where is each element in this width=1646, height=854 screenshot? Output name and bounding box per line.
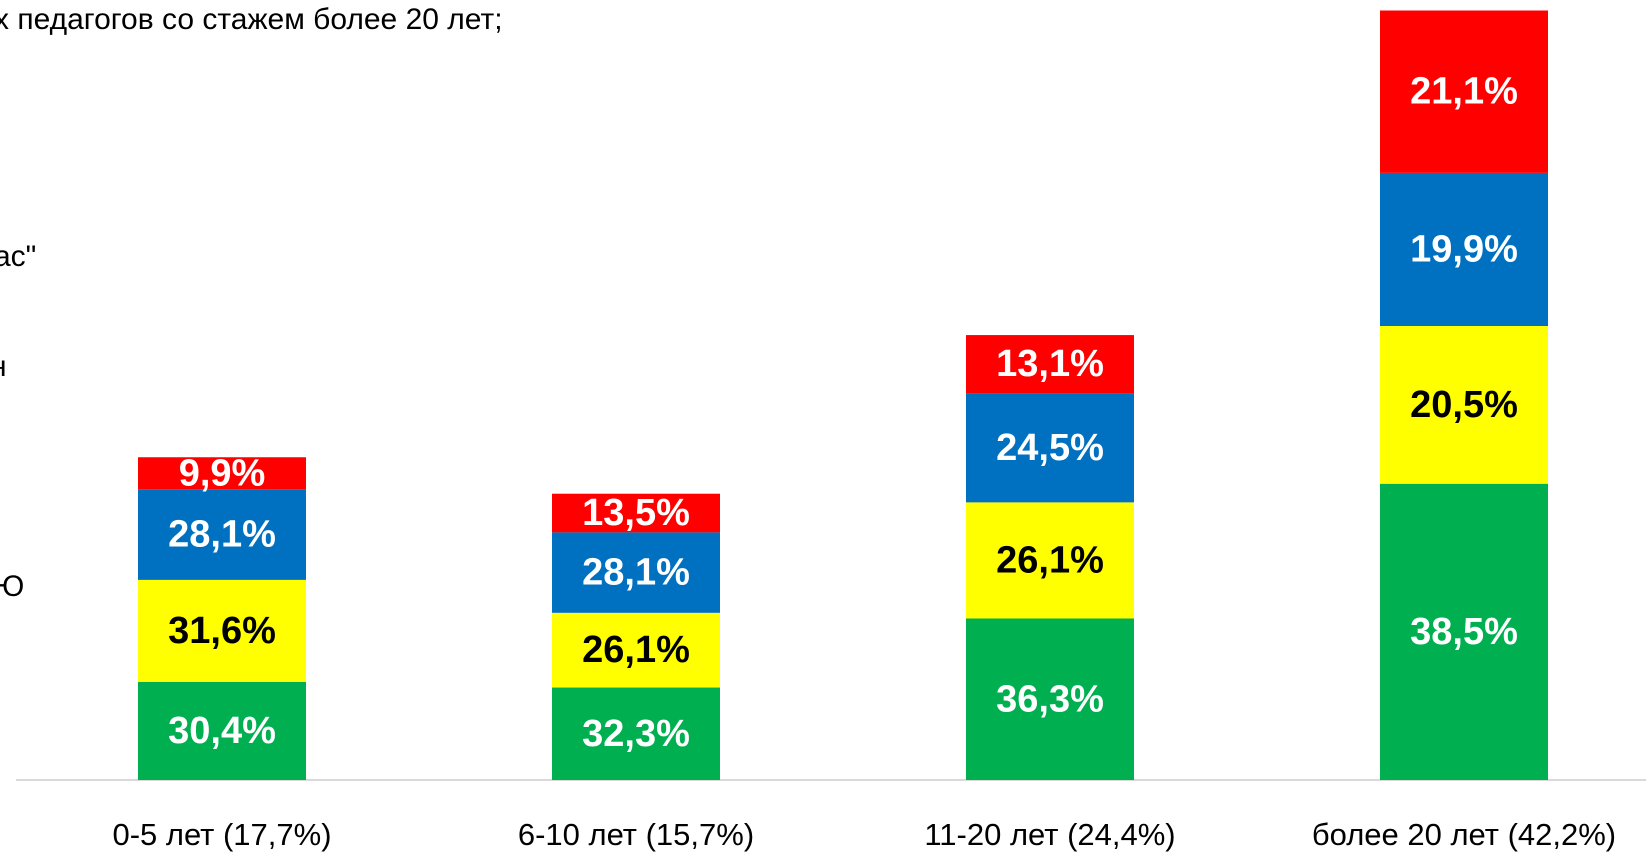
bar-segment xyxy=(1380,483,1548,780)
legend-fragment: Ю xyxy=(0,570,24,603)
bar-segment xyxy=(966,393,1134,503)
bar-segment xyxy=(966,335,1134,394)
bar-segment xyxy=(138,579,306,682)
bar-segment xyxy=(966,502,1134,619)
value-label: 26,1% xyxy=(996,539,1104,581)
value-label: 19,9% xyxy=(1410,228,1518,270)
bar-segment xyxy=(552,612,720,688)
x-tick-label: 6-10 лет (15,7%) xyxy=(518,817,754,852)
bar-segment xyxy=(1380,325,1548,484)
legend-fragment: х педагогов со стажем более 20 лет; xyxy=(0,3,503,36)
bar-segment xyxy=(1380,10,1548,173)
bar-segment xyxy=(138,457,306,490)
value-label: 24,5% xyxy=(996,427,1104,469)
bar-segment xyxy=(552,493,720,533)
value-label: 30,4% xyxy=(168,710,276,752)
value-label: 28,1% xyxy=(582,552,690,594)
value-label: 21,1% xyxy=(1410,71,1518,113)
bar-segment xyxy=(966,618,1134,780)
legend-fragment: ас" xyxy=(0,240,36,273)
value-label: 31,6% xyxy=(168,610,276,652)
value-label: 36,3% xyxy=(996,678,1104,720)
value-label: 20,5% xyxy=(1410,384,1518,426)
value-label: 26,1% xyxy=(582,629,690,671)
value-label: 32,3% xyxy=(582,713,690,755)
value-label: 38,5% xyxy=(1410,611,1518,653)
value-label: 13,1% xyxy=(996,343,1104,385)
bar-segment xyxy=(1380,172,1548,326)
bar-segment xyxy=(552,687,720,780)
bar-segment xyxy=(552,532,720,613)
value-label: 28,1% xyxy=(168,514,276,556)
x-tick-label: более 20 лет (42,2%) xyxy=(1312,817,1616,852)
value-label: 13,5% xyxy=(582,492,690,534)
bar-segment xyxy=(138,489,306,580)
x-tick-label: 0-5 лет (17,7%) xyxy=(112,817,331,852)
legend-fragment: н xyxy=(0,350,7,383)
value-label: 9,9% xyxy=(179,452,266,494)
bar-segment xyxy=(138,681,306,780)
x-tick-label: 11-20 лет (24,4%) xyxy=(924,817,1175,852)
